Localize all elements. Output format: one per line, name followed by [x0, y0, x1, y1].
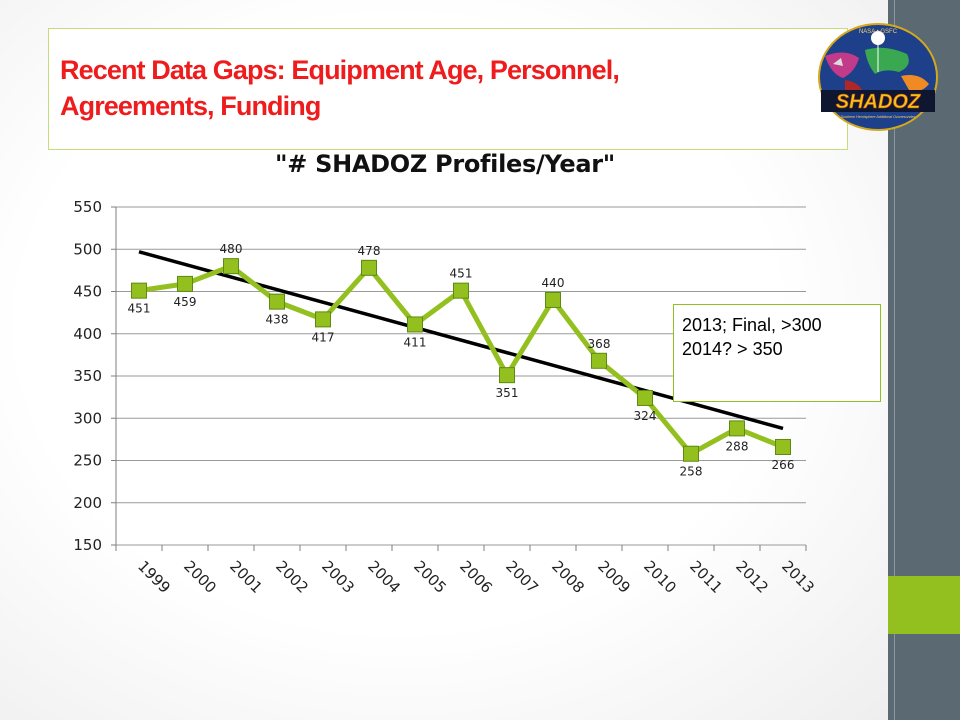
data-label: 266: [772, 458, 795, 472]
x-tick-label: 1999: [134, 557, 174, 597]
data-point-marker: [683, 445, 699, 462]
x-tick-label: 2011: [686, 557, 726, 597]
y-tick-label: 450: [73, 283, 102, 301]
data-label: 288: [726, 439, 749, 453]
data-label: 324: [634, 409, 657, 423]
title-frame: [48, 28, 848, 150]
chart-data-labels: 451 459 480 438 417 478 411 451 351 440 368 324 258 2…: [128, 242, 795, 479]
balloon-icon: [871, 31, 885, 45]
data-label: 258: [680, 465, 703, 479]
data-point-marker: [177, 275, 193, 292]
data-point-marker: [591, 352, 607, 369]
x-tick-label: 2001: [226, 557, 266, 597]
data-point-marker: [729, 420, 745, 437]
y-tick-label: 500: [73, 240, 102, 258]
y-tick-label: 350: [73, 367, 102, 385]
data-point-marker: [315, 311, 331, 328]
satellite-icon: [833, 58, 843, 66]
data-point-marker: [361, 259, 377, 276]
logo-tagline: Southern Hemisphere Additional Ozonesond…: [841, 115, 916, 119]
chart-title: "# SHADOZ Profiles/Year": [275, 150, 615, 178]
x-axis-tick-labels: 1999 2000 2001 2002 2003 2004 2005 2006 2007 2008…: [134, 557, 818, 597]
y-tick-label: 150: [73, 536, 102, 554]
x-tick-label: 2008: [548, 557, 588, 597]
annotation-line-2013: 2013; Final, >300: [682, 315, 822, 335]
sidebar-accent-block: [888, 576, 960, 634]
y-tick-label: 400: [73, 325, 102, 343]
data-label: 459: [174, 295, 197, 309]
data-label: 478: [358, 244, 381, 258]
y-tick-label: 300: [73, 409, 102, 427]
data-point-marker: [499, 367, 515, 384]
x-tick-label: 2007: [502, 557, 542, 597]
data-label: 451: [450, 267, 473, 281]
y-axis-tick-labels: 550 500 450 400 350 300 250 200 150: [73, 198, 102, 554]
sidebar-divider-line: [894, 0, 895, 720]
y-tick-label: 200: [73, 494, 102, 512]
x-tick-label: 2004: [364, 557, 404, 597]
data-point-marker: [637, 389, 653, 406]
y-tick-label: 550: [73, 198, 102, 216]
logo-continent: [865, 47, 909, 74]
shadoz-logo: NASA • GSFC SHADOZ Southern Hemisphere A…: [818, 23, 938, 131]
x-tick-label: 2005: [410, 557, 450, 597]
x-tick-label: 2012: [732, 557, 772, 597]
x-tick-label: 2003: [318, 557, 358, 597]
logo-continent: [901, 75, 929, 92]
x-tick-label: 2002: [272, 557, 312, 597]
slide-title: Recent Data Gaps: Equipment Age, Personn…: [60, 52, 760, 124]
data-label: 411: [404, 335, 427, 349]
chart-axes: [111, 206, 807, 551]
annotation-box: 2013; Final, >300 2014? > 350: [673, 304, 881, 402]
data-label: 417: [312, 330, 335, 344]
logo-banner: [821, 90, 935, 112]
annotation-line-2014: 2014? > 350: [682, 339, 783, 359]
data-label: 451: [128, 302, 151, 316]
chart-series: [131, 258, 791, 462]
data-point-marker: [407, 316, 423, 333]
data-label: 368: [588, 337, 611, 351]
data-point-marker: [545, 291, 561, 308]
x-tick-label: 2000: [180, 557, 220, 597]
data-point-marker: [453, 282, 469, 299]
data-label: 480: [220, 242, 243, 256]
y-tick-label: 250: [73, 452, 102, 470]
data-point-marker: [775, 438, 791, 455]
data-point-marker: [269, 293, 285, 310]
x-tick-label: 2009: [594, 557, 634, 597]
x-tick-label: 2013: [778, 557, 818, 597]
x-tick-label: 2010: [640, 557, 680, 597]
slide-title-line1: Recent Data Gaps: Equipment Age, Personn…: [60, 55, 620, 85]
data-label: 440: [542, 276, 565, 290]
x-tick-label: 2006: [456, 557, 496, 597]
data-label: 438: [266, 313, 289, 327]
slide-title-line2: Agreements, Funding: [60, 91, 321, 121]
data-point-marker: [223, 258, 239, 275]
data-label: 351: [496, 386, 519, 400]
data-point-marker: [131, 282, 147, 299]
logo-wordmark: SHADOZ: [836, 91, 921, 113]
logo-arc-text: NASA • GSFC: [859, 29, 898, 35]
